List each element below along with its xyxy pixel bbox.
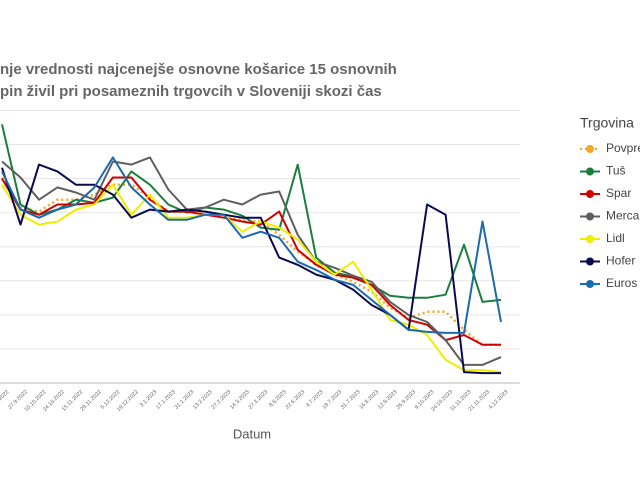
series-line: [1, 163, 501, 375]
x-tick-label: 22.6.2023: [285, 389, 307, 411]
series-line: [1, 124, 502, 303]
legend-label: Lidl: [606, 231, 625, 245]
legend-title: Trgovina: [580, 115, 634, 131]
legend-marker: [586, 212, 594, 221]
legend-label: Merca: [606, 209, 640, 223]
legend-marker: [586, 190, 594, 198]
x-axis-label: Datum: [233, 426, 271, 441]
legend-label: Euros: [606, 276, 637, 290]
x-tick-label: 27.3.2023: [248, 389, 270, 411]
legend-marker: [586, 167, 594, 176]
chart-title: nje vrednosti najcenejše osnovne košaric…: [0, 61, 397, 78]
chart-title: pin živil pri posameznih trgovcih v Slov…: [0, 83, 382, 100]
legend-marker: [586, 280, 594, 288]
legend-label: Povpre: [606, 141, 640, 155]
legend-label: Spar: [606, 186, 631, 200]
legend-marker: [586, 235, 594, 243]
legend-label: Hofer: [606, 254, 635, 268]
legend-marker: [586, 257, 594, 266]
legend-marker: [586, 145, 594, 153]
series-line: [1, 176, 501, 346]
x-tick-label: 4.12.2023: [488, 389, 510, 411]
legend-label: Tuš: [606, 164, 626, 178]
series-line: [1, 156, 502, 334]
